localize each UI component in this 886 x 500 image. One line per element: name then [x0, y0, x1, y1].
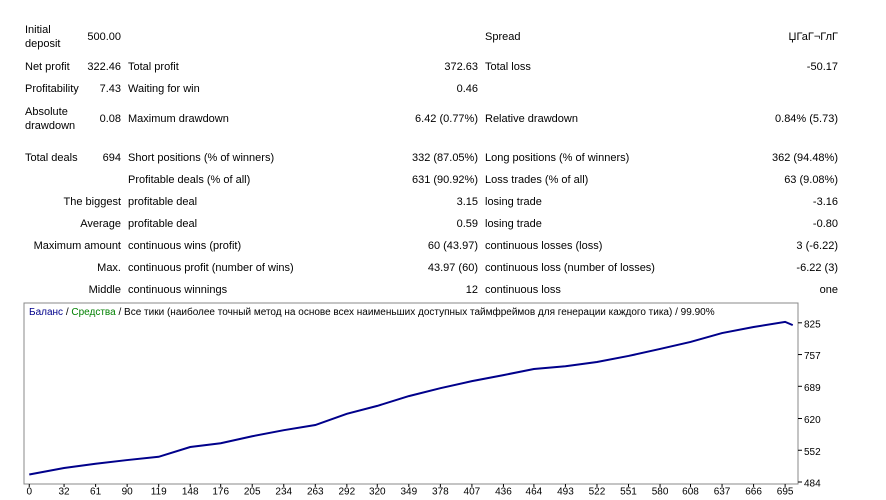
report-label: Spread	[485, 31, 521, 43]
chart-frame	[23, 302, 799, 485]
report-value: 3 (-6.22)	[796, 240, 838, 252]
report-label: continuous loss	[485, 284, 561, 296]
x-tick-label: 176	[212, 487, 229, 498]
report-label: Profitability	[25, 83, 79, 95]
report-label: Absolute drawdown	[25, 106, 76, 132]
report-label: Loss trades (% of all)	[485, 174, 589, 186]
report-value: 7.43	[99, 83, 121, 95]
x-tick-label: 349	[400, 487, 417, 498]
report-value: 3.15	[456, 196, 478, 208]
report-value: 43.97 (60)	[427, 262, 478, 274]
report-group: Average	[80, 218, 121, 230]
report-value: ЏГаГ¬ГлГ	[788, 31, 838, 43]
y-tick-label: 757	[804, 351, 821, 362]
report-value: 63 (9.08%)	[784, 174, 838, 186]
report-label: Relative drawdown	[485, 113, 578, 125]
x-tick-label: 320	[369, 487, 386, 498]
x-tick-label: 551	[620, 487, 637, 498]
y-tick-label: 484	[804, 479, 821, 490]
report-label: Total loss	[485, 61, 531, 73]
report-label: losing trade	[485, 218, 542, 230]
x-tick-label: 378	[432, 487, 449, 498]
x-tick-label: 90	[122, 487, 134, 498]
report-group: Max.	[97, 262, 121, 274]
x-tick-label: 464	[526, 487, 543, 498]
report-label: continuous loss (number of losses)	[485, 262, 655, 274]
report-label: Long positions (% of winners)	[485, 152, 630, 164]
report-label: profitable deal	[128, 218, 198, 230]
report-value: 6.42 (0.77%)	[415, 113, 478, 125]
balance-label: Баланс	[29, 307, 63, 318]
report-group: The biggest	[63, 196, 121, 208]
y-tick-label: 620	[804, 415, 821, 426]
x-tick-label: 0	[26, 487, 32, 498]
x-tick-label: 666	[745, 487, 762, 498]
report-label: continuous wins (profit)	[128, 240, 242, 252]
x-tick-label: 436	[495, 487, 512, 498]
report-value: 372.63	[444, 61, 478, 73]
report-label: Waiting for win	[128, 83, 200, 95]
x-tick-label: 234	[275, 487, 292, 498]
report-value: 0.08	[99, 113, 121, 125]
report-label: continuous losses (loss)	[485, 240, 603, 252]
x-tick-label: 522	[589, 487, 606, 498]
report-label: Short positions (% of winners)	[128, 152, 275, 164]
report-label: Net profit	[25, 61, 70, 73]
report-label: Maximum drawdown	[128, 113, 229, 125]
report-value: 0.59	[456, 218, 478, 230]
report-value: -6.22 (3)	[796, 262, 838, 274]
x-tick-label: 493	[557, 487, 574, 498]
equity-label: Средства	[71, 307, 116, 318]
y-tick-label: 552	[804, 447, 821, 458]
x-tick-label: 61	[90, 487, 102, 498]
report-label: continuous profit (number of wins)	[128, 262, 294, 274]
report-label: Total deals	[25, 152, 78, 164]
report-label: continuous winnings	[128, 284, 228, 296]
report-value: 694	[102, 152, 121, 164]
report-label: profitable deal	[128, 196, 198, 208]
report-value: -0.80	[812, 218, 838, 230]
x-tick-label: 119	[151, 487, 167, 498]
report-value: one	[819, 284, 838, 296]
report-value: -50.17	[806, 61, 838, 73]
x-tick-label: 580	[652, 487, 669, 498]
report-label: Total profit	[128, 61, 179, 73]
x-tick-label: 148	[182, 487, 199, 498]
report-value: 362 (94.48%)	[771, 152, 838, 164]
x-tick-label: 407	[464, 487, 481, 498]
chart-title: Баланс / Средства / Все тики (наиболее т…	[29, 306, 715, 318]
report-value: 500.00	[87, 31, 121, 43]
report-value: 322.46	[87, 61, 121, 73]
x-tick-label: 263	[307, 487, 324, 498]
y-tick-label: 689	[804, 383, 821, 394]
y-tick-label: 825	[804, 319, 821, 330]
report-label: Initial deposit	[25, 24, 61, 50]
balance-line	[29, 320, 794, 476]
report-value: 60 (43.97)	[427, 240, 478, 252]
report-value: 332 (87.05%)	[411, 152, 478, 164]
x-tick-label: 292	[338, 487, 355, 498]
report-value: 12	[465, 284, 478, 296]
chart-subtitle: Все тики (наиболее точный метод на основ…	[124, 306, 715, 318]
report-group: Maximum amount	[33, 240, 121, 252]
report-value: -3.16	[812, 196, 838, 208]
report-label: Profitable deals (% of all)	[128, 174, 251, 186]
report-value: 631 (90.92%)	[411, 174, 478, 186]
report-value: 0.84% (5.73)	[775, 113, 838, 125]
x-tick-label: 695	[777, 487, 794, 498]
report-group: Middle	[88, 284, 121, 296]
x-tick-label: 205	[244, 487, 261, 498]
report-value: 0.46	[456, 83, 478, 95]
x-tick-label: 608	[682, 487, 699, 498]
x-tick-label: 32	[59, 487, 71, 498]
x-tick-label: 637	[714, 487, 731, 498]
report-label: losing trade	[485, 196, 542, 208]
